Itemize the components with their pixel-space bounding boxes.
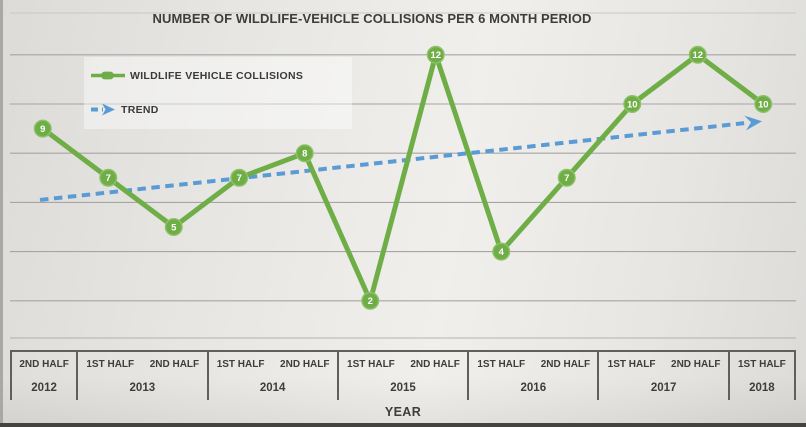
- data-point-marker-10: [688, 45, 707, 64]
- axis-halves-row: 1ST HALF 2ND HALF: [469, 352, 597, 376]
- legend-label-collisions: WILDLIFE VEHICLE COLLISIONS: [130, 69, 304, 82]
- data-point-label-1: 7: [106, 173, 111, 184]
- data-point-marker-3: [230, 168, 249, 187]
- axis-period-label: 2ND HALF: [280, 358, 330, 370]
- axis-period-label: 1ST HALF: [477, 358, 526, 370]
- data-point-marker-5: [361, 291, 380, 310]
- data-point-label-3: 7: [237, 173, 242, 184]
- axis-year-label: 2012: [31, 382, 57, 394]
- axis-year-label: 2015: [390, 382, 416, 394]
- axis-year-group-2012: 2ND HALF 2012: [10, 352, 79, 400]
- collisions-line: [40, 52, 766, 304]
- axis-period-label: 1ST HALF: [347, 358, 395, 370]
- axis-halves-row: 2ND HALF: [12, 352, 76, 376]
- axis-period-label: 1ST HALF: [738, 358, 786, 370]
- axis-period-label: 2ND HALF: [671, 358, 721, 370]
- axis-year-group-2018: 1ST HALF 2018: [730, 352, 796, 400]
- x-axis-title: YEAR: [384, 405, 422, 419]
- data-point-marker-4: [295, 144, 314, 163]
- data-point-label-0: 9: [40, 124, 45, 135]
- data-point-marker-1: [99, 168, 118, 187]
- axis-year-group-2015: 1ST HALF 2ND HALF 2015: [339, 352, 470, 400]
- data-point-marker-9: [623, 94, 642, 113]
- axis-year-label: 2018: [749, 382, 775, 394]
- axis-year-group-2017: 1ST HALF 2ND HALF 2017: [599, 352, 730, 400]
- axis-year-group-2016: 1ST HALF 2ND HALF 2016: [469, 352, 600, 400]
- data-point-marker-6: [426, 45, 445, 64]
- data-point-label-8: 7: [564, 173, 569, 184]
- data-point-label-10: 12: [692, 50, 703, 61]
- axis-year-group-2013: 1ST HALF 2ND HALF 2013: [78, 352, 209, 400]
- axis-year-group-2014: 1ST HALF 2ND HALF 2014: [209, 352, 339, 400]
- axis-year-label: 2017: [650, 382, 677, 394]
- data-point-marker-0: [33, 119, 52, 138]
- axis-halves-row: 1ST HALF 2ND HALF: [339, 352, 467, 376]
- axis-period-label: 2ND HALF: [540, 358, 591, 370]
- legend-label-trend: TREND: [121, 103, 159, 116]
- screen-left-edge: [0, 0, 3, 427]
- axis-table: 2ND HALF 2012 1ST HALF 2ND HALF 2013 1ST HALF…: [10, 350, 796, 400]
- axis-period-label: 2ND HALF: [19, 358, 69, 370]
- chart-legend: WILDLIFE VEHICLE COLLISIONS TREND: [84, 57, 352, 129]
- data-point-label-7: 4: [499, 247, 505, 258]
- data-point-marker-7: [492, 242, 511, 261]
- data-point-label-5: 2: [368, 296, 373, 307]
- data-point-marker-8: [557, 168, 576, 187]
- axis-halves-row: 1ST HALF 2ND HALF: [209, 352, 337, 376]
- axis-period-label: 2ND HALF: [149, 358, 200, 370]
- data-point-marker-11: [754, 94, 773, 113]
- axis-year-label: 2013: [129, 382, 156, 394]
- chart-title: NUMBER OF WILDLIFE-VEHICLE COLLISIONS PE…: [152, 11, 592, 26]
- data-point-label-4: 8: [302, 149, 307, 160]
- axis-year-label: 2014: [259, 382, 286, 394]
- series-line-swatch-icon: [91, 71, 125, 80]
- data-point-label-6: 12: [430, 50, 441, 61]
- axis-period-label: 1ST HALF: [216, 358, 265, 370]
- data-point-label-9: 10: [627, 99, 638, 110]
- legend-item-collisions: WILDLIFE VEHICLE COLLISIONS: [90, 70, 346, 82]
- data-point-label-11: 10: [758, 99, 769, 110]
- axis-period-label: 1ST HALF: [86, 358, 135, 370]
- axis-year-label: 2016: [520, 382, 547, 394]
- legend-item-trend: TREND: [90, 103, 346, 116]
- data-point-label-2: 5: [171, 222, 177, 233]
- axis-halves-row: 1ST HALF: [730, 352, 794, 376]
- bottom-screen-edge: [0, 423, 806, 427]
- axis-halves-row: 1ST HALF 2ND HALF: [78, 352, 206, 376]
- axis-period-label: 2ND HALF: [410, 358, 460, 370]
- trend-line: [39, 121, 745, 202]
- data-point-marker-2: [164, 217, 183, 236]
- axis-halves-row: 1ST HALF 2ND HALF: [599, 352, 727, 376]
- trend-arrow-swatch-icon: [91, 103, 115, 116]
- trend-arrowhead-icon: [744, 115, 762, 131]
- axis-period-label: 1ST HALF: [607, 358, 656, 370]
